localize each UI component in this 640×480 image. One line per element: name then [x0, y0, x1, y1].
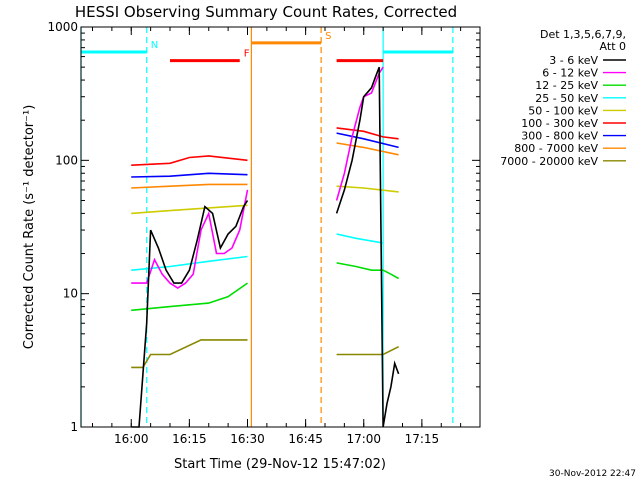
series-line — [131, 255, 248, 271]
legend-entry-label: 100 - 300 keV — [521, 117, 598, 130]
y-tick-label: 100 — [55, 153, 78, 167]
axes: 16:00 16:15 16:30 16:45 17:00 17:15 1 10 100 1000 — [47, 20, 481, 446]
series-line — [336, 132, 399, 149]
series-line — [335, 66, 400, 428]
y-tick-label: 10 — [63, 287, 78, 301]
y-axis-label: Corrected Count Rate (s⁻¹ detector⁻¹) — [22, 105, 37, 350]
series-line — [336, 142, 399, 156]
legend-entry-label: 300 - 800 keV — [521, 130, 598, 143]
chart-title: HESSI Observing Summary Count Rates, Cor… — [75, 3, 457, 21]
series-line — [336, 233, 384, 244]
legend-entry-label: 800 - 7000 keV — [514, 142, 598, 155]
series-line — [131, 155, 248, 166]
x-tick-label: 16:45 — [288, 432, 323, 446]
series-line — [335, 66, 384, 201]
legend-entry-label: 3 - 6 keV — [549, 54, 598, 67]
series-line — [131, 183, 248, 189]
series-line — [336, 262, 399, 280]
x-tick-label: 16:00 — [114, 432, 149, 446]
series-line — [131, 189, 249, 290]
series-line — [336, 127, 399, 140]
series-line — [336, 345, 399, 356]
flag-label-s: S — [325, 31, 331, 42]
flag-label-f: F — [244, 49, 250, 60]
plot-frame — [80, 26, 481, 428]
flag-label-n: N — [151, 40, 158, 51]
legend-entry-label: 7000 - 20000 keV — [500, 155, 598, 168]
legend-entry-label: 6 - 12 keV — [542, 67, 598, 80]
series-line — [131, 200, 249, 428]
legend-entry-label: 12 - 25 keV — [535, 79, 598, 92]
x-axis-label: Start Time (29-Nov-12 15:47:02) — [174, 457, 386, 472]
legend-entry-label: 50 - 100 keV — [528, 104, 598, 117]
legend-header: Att 0 — [600, 40, 626, 53]
y-tick-label: 1000 — [47, 20, 78, 34]
plot-area: N F S — [80, 27, 454, 428]
legend-header: Det 1,3,5,6,7,9, — [540, 28, 626, 41]
series-line — [131, 204, 248, 215]
y-tick-label: 1 — [70, 420, 78, 434]
series-line — [131, 282, 248, 312]
x-tick-label: 17:15 — [405, 432, 440, 446]
x-tick-label: 16:30 — [230, 432, 265, 446]
x-tick-label: 16:15 — [172, 432, 207, 446]
x-tick-label: 17:00 — [346, 432, 381, 446]
timestamp: 30-Nov-2012 22:47 — [549, 469, 636, 479]
series-line — [131, 339, 248, 369]
legend-entry-label: 25 - 50 keV — [535, 92, 598, 105]
series-line — [131, 172, 248, 178]
